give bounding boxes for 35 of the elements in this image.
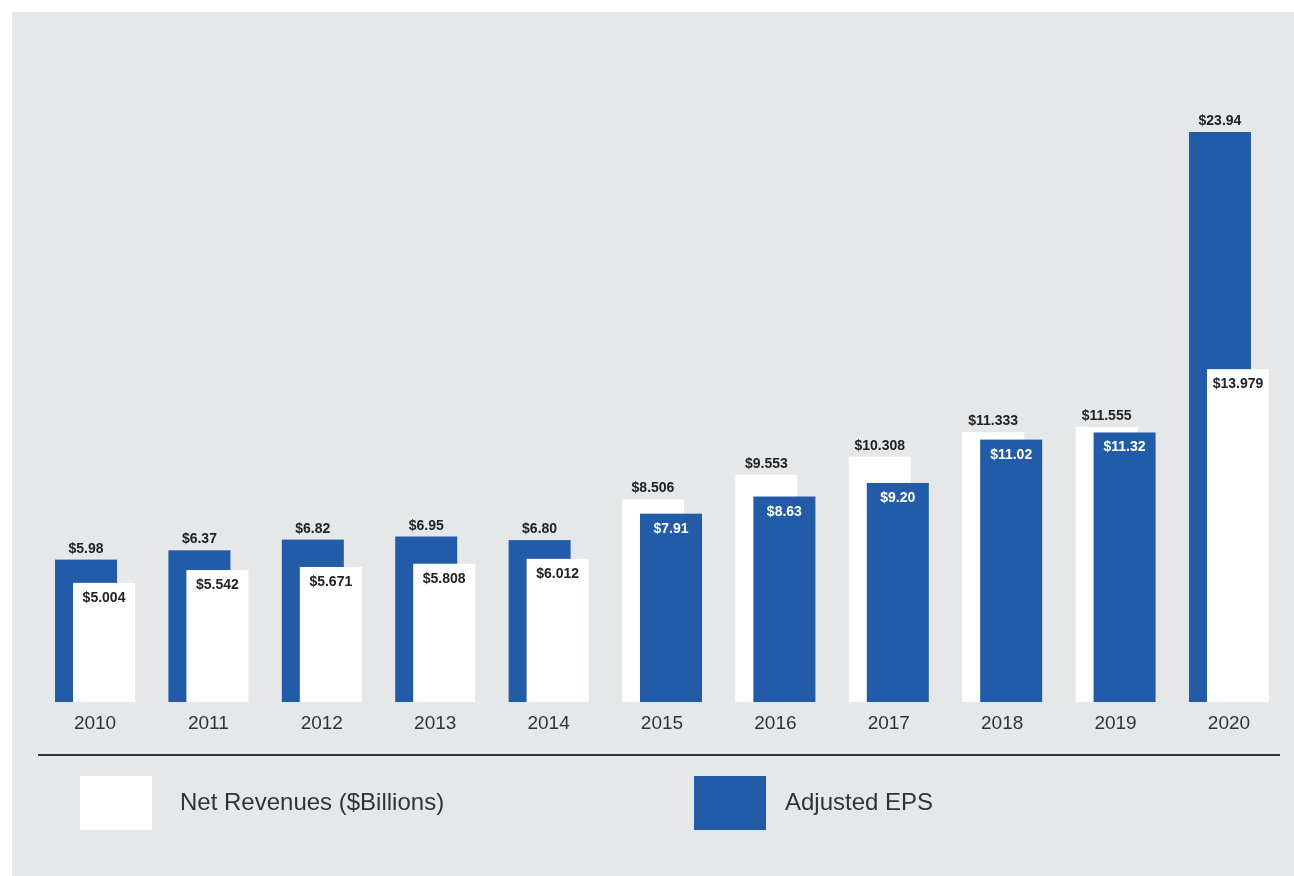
data-label: $5.98 — [68, 539, 104, 556]
data-label: $6.012 — [536, 564, 580, 581]
x-tick-label: 2011 — [187, 712, 229, 733]
x-tick-label: 2020 — [1207, 712, 1251, 733]
data-label: $11.32 — [1103, 438, 1146, 455]
data-label: $6.37 — [181, 530, 218, 547]
data-label: $10.308 — [854, 436, 906, 453]
data-label: $6.82 — [295, 519, 331, 536]
data-label: $7.91 — [653, 519, 689, 536]
data-label: $11.333 — [968, 412, 1019, 429]
x-tick-label: 2017 — [867, 712, 910, 733]
x-tick-label: 2018 — [981, 712, 1024, 733]
x-tick-label: 2013 — [414, 712, 457, 733]
x-tick-label: 2010 — [73, 712, 117, 733]
data-label: $5.542 — [196, 576, 240, 593]
data-label: $8.63 — [766, 502, 803, 519]
data-label: $5.808 — [422, 569, 466, 586]
data-label: $11.555 — [1081, 406, 1132, 423]
x-tick-label: 2015 — [640, 712, 684, 733]
legend-label: Net Revenues ($Billions) — [180, 788, 445, 815]
x-tick-label: 2012 — [300, 712, 343, 733]
data-label: $9.553 — [744, 454, 789, 471]
data-label: $23.94 — [1198, 112, 1242, 128]
data-label: $5.004 — [82, 588, 126, 605]
data-label: $6.80 — [522, 520, 558, 537]
x-tick-label: 2014 — [527, 712, 571, 733]
data-label: $6.95 — [408, 516, 444, 533]
x-tick-label: 2019 — [1094, 712, 1137, 733]
data-label: $8.506 — [631, 479, 675, 496]
data-label: $11.02 — [990, 445, 1033, 462]
x-tick-label: 2016 — [754, 712, 797, 733]
data-label: $13.979 — [1212, 375, 1264, 392]
data-label: $5.671 — [309, 572, 353, 589]
legend-label: Adjusted EPS — [785, 788, 934, 815]
data-label: $9.20 — [880, 488, 916, 505]
